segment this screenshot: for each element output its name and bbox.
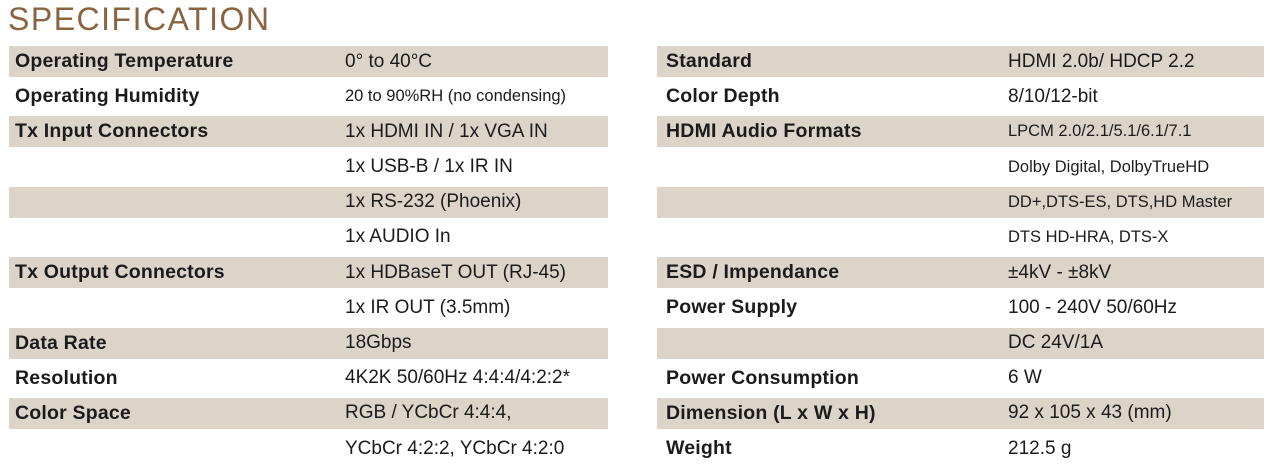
spec-row: Dimension (L x W x H) 92 x 105 x 43 (mm) xyxy=(657,397,1264,429)
spec-row-label: Resolution xyxy=(15,366,118,389)
spec-row-value: ±4kV - ±8kV xyxy=(1008,261,1112,283)
spec-row-label: Weight xyxy=(666,437,732,460)
spec-row-label: Data Rate xyxy=(15,331,107,354)
spec-row: 1x RS-232 (Phoenix) xyxy=(9,186,608,218)
spec-row-value: 8/10/12-bit xyxy=(1008,85,1098,107)
spec-row-value: 1x IR OUT (3.5mm) xyxy=(345,296,511,318)
spec-row: YCbCr 4:2:2, YCbCr 4:2:0 xyxy=(9,433,608,465)
spec-table-right: Standard HDMI 2.0b/ HDCP 2.2 Color Depth… xyxy=(657,46,1264,468)
spec-row-value: DTS HD-HRA, DTS-X xyxy=(1008,227,1169,246)
spec-row-label: Power Supply xyxy=(666,296,798,319)
spec-row-value: RGB / YCbCr 4:4:4, xyxy=(345,402,512,424)
spec-row: Color Depth 8/10/12-bit xyxy=(657,81,1264,113)
spec-row: DC 24V/1A xyxy=(657,327,1264,359)
spec-row-label: Operating Humidity xyxy=(15,85,200,108)
spec-row-value: 18Gbps xyxy=(345,332,412,353)
spec-row: Standard HDMI 2.0b/ HDCP 2.2 xyxy=(657,46,1264,77)
spec-row: Dolby Digital, DolbyTrueHD xyxy=(657,151,1264,183)
spec-row: DTS HD-HRA, DTS-X xyxy=(657,221,1264,253)
spec-row-value: 20 to 90%RH (no condensing) xyxy=(345,87,567,106)
spec-row: Data Rate 18Gbps xyxy=(9,327,608,359)
spec-tables: Operating Temperature 0° to 40°C Operati… xyxy=(9,46,1264,468)
spec-row: Power Consumption 6 W xyxy=(657,362,1264,394)
spec-row-label: HDMI Audio Formats xyxy=(666,120,862,143)
spec-row: 1x IR OUT (3.5mm) xyxy=(9,292,608,324)
spec-row-label: ESD / Impendance xyxy=(666,261,840,284)
spec-row-value: 1x HDMI IN / 1x VGA IN xyxy=(345,120,548,142)
spec-row: Weight 212.5 g xyxy=(657,433,1264,465)
spec-row-label: Tx Input Connectors xyxy=(15,120,209,143)
spec-row: Tx Input Connectors 1x HDMI IN / 1x VGA … xyxy=(9,116,608,148)
spec-row-value: 1x USB-B / 1x IR IN xyxy=(345,156,513,178)
spec-row-value: 4K2K 50/60Hz 4:4:4/4:2:2* xyxy=(345,367,570,389)
spec-row-label: Color Space xyxy=(15,401,131,424)
spec-row-value: LPCM 2.0/2.1/5.1/6.1/7.1 xyxy=(1008,122,1192,141)
spec-row-label: Tx Output Connectors xyxy=(15,261,225,284)
page-title: SPECIFICATION xyxy=(8,1,271,37)
spec-row: Power Supply 100 - 240V 50/60Hz xyxy=(657,292,1264,324)
spec-row: 1x AUDIO In xyxy=(9,221,608,253)
spec-row: 1x USB-B / 1x IR IN xyxy=(9,151,608,183)
spec-row-value: 100 - 240V 50/60Hz xyxy=(1008,296,1178,318)
spec-row-value: 92 x 105 x 43 (mm) xyxy=(1008,402,1172,424)
spec-row-value: Dolby Digital, DolbyTrueHD xyxy=(1008,157,1210,176)
spec-row-label: Color Depth xyxy=(666,85,780,108)
spec-row-value: 1x HDBaseT OUT (RJ-45) xyxy=(345,261,567,283)
spec-row-value: HDMI 2.0b/ HDCP 2.2 xyxy=(1008,50,1195,72)
spec-row: HDMI Audio Formats LPCM 2.0/2.1/5.1/6.1/… xyxy=(657,116,1264,148)
spec-row-value: YCbCr 4:2:2, YCbCr 4:2:0 xyxy=(345,437,565,459)
spec-row: Color Space RGB / YCbCr 4:4:4, xyxy=(9,397,608,429)
spec-row: Operating Temperature 0° to 40°C xyxy=(9,46,608,77)
spec-table-left: Operating Temperature 0° to 40°C Operati… xyxy=(9,46,608,468)
spec-row-value: 212.5 g xyxy=(1008,437,1072,459)
spec-row: Resolution 4K2K 50/60Hz 4:4:4/4:2:2* xyxy=(9,362,608,394)
spec-row-value: DC 24V/1A xyxy=(1008,332,1104,353)
spec-row: DD+,DTS-ES, DTS,HD Master xyxy=(657,186,1264,218)
spec-row-label: Operating Temperature xyxy=(15,50,234,72)
spec-row: ESD / Impendance ±4kV - ±8kV xyxy=(657,257,1264,289)
spec-row: Operating Humidity 20 to 90%RH (no conde… xyxy=(9,81,608,113)
spec-row: Tx Output Connectors 1x HDBaseT OUT (RJ-… xyxy=(9,257,608,289)
spec-row-label: Power Consumption xyxy=(666,366,859,389)
spec-row-label: Standard xyxy=(666,50,753,72)
spec-row-value: 0° to 40°C xyxy=(345,50,433,72)
spec-row-value: 1x AUDIO In xyxy=(345,226,451,248)
spec-row-value: 6 W xyxy=(1008,367,1042,389)
spec-row-label: Dimension (L x W x H) xyxy=(666,401,876,424)
spec-row-value: 1x RS-232 (Phoenix) xyxy=(345,191,522,213)
spec-row-value: DD+,DTS-ES, DTS,HD Master xyxy=(1008,192,1233,211)
